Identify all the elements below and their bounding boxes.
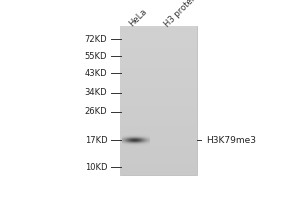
Bar <box>120 26 197 175</box>
Text: H3 protein: H3 protein <box>163 0 200 29</box>
Text: 34KD: 34KD <box>85 88 107 97</box>
Text: H3K79me3: H3K79me3 <box>206 136 256 145</box>
Text: 72KD: 72KD <box>85 35 107 44</box>
Text: 55KD: 55KD <box>85 52 107 61</box>
Text: 43KD: 43KD <box>85 69 107 78</box>
Text: 17KD: 17KD <box>85 136 107 145</box>
Text: 26KD: 26KD <box>85 107 107 116</box>
Text: 10KD: 10KD <box>85 163 107 172</box>
Text: HeLa: HeLa <box>128 7 149 29</box>
